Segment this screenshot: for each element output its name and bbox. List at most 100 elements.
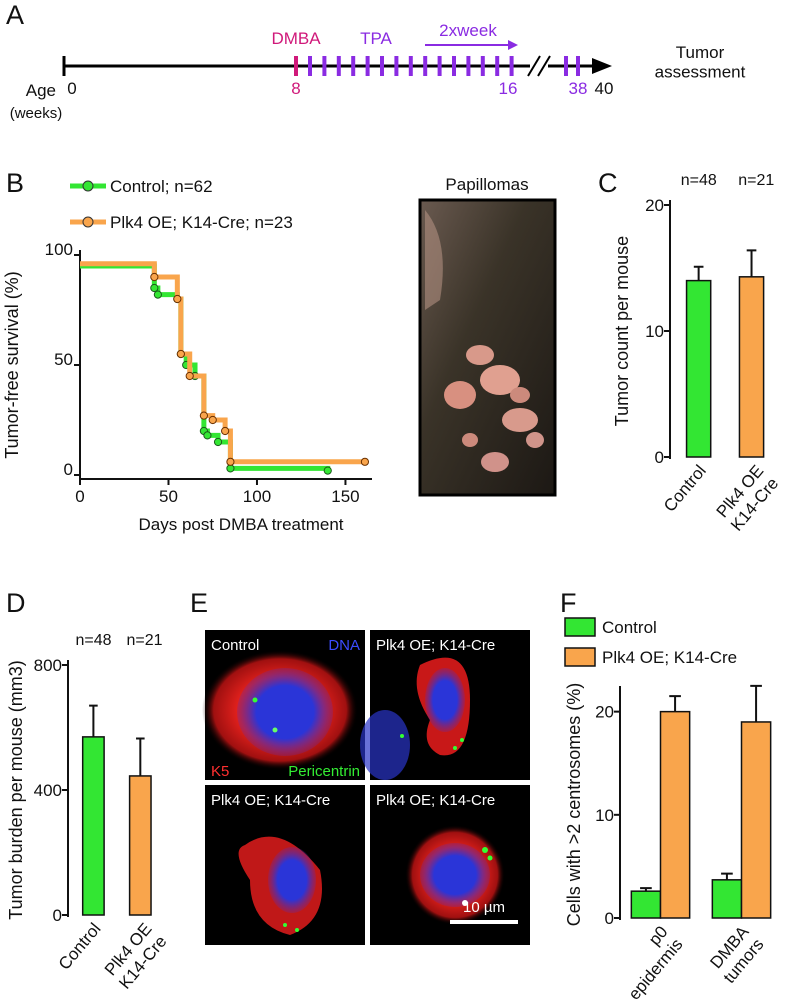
error-bar (721, 872, 733, 880)
x-tick-label: Plk4 OEK14-Cre (100, 919, 170, 992)
censor-marker (150, 272, 159, 282)
x-tick-label: 50 (159, 487, 178, 506)
phase-label: DMBA (271, 29, 321, 48)
censor-marker (199, 411, 208, 420)
annotation: n=21 (126, 632, 162, 649)
censor-marker (323, 466, 332, 475)
error-bar (640, 887, 652, 892)
bar (685, 279, 712, 458)
x-tick-label: Plk4 OEK14-Cre (712, 461, 782, 534)
panel-label: A (6, 0, 24, 30)
y-axis-label: Tumor burden per mouse (mm3) (6, 660, 26, 919)
photo-title: Papillomas (445, 175, 528, 194)
survival-line (80, 263, 331, 471)
timeline (62, 40, 612, 77)
x-tick-label: Control (55, 919, 105, 973)
censor-marker (185, 371, 194, 381)
y-axis-label: Tumor-free survival (%) (2, 271, 22, 458)
legend-marker (82, 180, 94, 192)
micrograph-label: Control (211, 637, 259, 654)
censor-marker (221, 426, 230, 436)
error-bar (669, 695, 681, 712)
y-tick-label: 0 (53, 906, 62, 925)
timeline-tick: 8 (291, 79, 300, 98)
x-tick-label: 100 (243, 487, 271, 506)
legend-label: Control (602, 618, 657, 637)
censor-marker (153, 290, 162, 299)
x-tick-label: 150 (331, 487, 359, 506)
bar (81, 736, 105, 916)
timeline-tick: 38 (569, 79, 588, 98)
timeline-tick: 16 (499, 79, 518, 98)
censor-marker (176, 349, 185, 359)
bar (738, 276, 765, 458)
y-tick-label: 0 (655, 448, 664, 467)
censor-marker (203, 431, 212, 440)
error-bar (693, 265, 704, 281)
micrograph-label: Plk4 OE; K14-Cre (376, 792, 495, 809)
error-bar (746, 249, 757, 277)
error-bar (89, 704, 98, 737)
y-tick-label: 20 (645, 196, 664, 215)
x-tick-label: 0 (75, 487, 84, 506)
stain-label: DNA (328, 637, 360, 654)
censor-marker (150, 283, 159, 293)
bar (740, 721, 772, 919)
y-tick-label: 400 (34, 781, 62, 800)
y-tick-label: 10 (645, 322, 664, 341)
panel-label: C (598, 168, 618, 198)
endpoint: Tumor assessment (655, 43, 746, 82)
error-bar (750, 684, 762, 722)
x-tick-label: p0epidermis (610, 922, 687, 1003)
axis (79, 250, 372, 480)
y-tick-label: 800 (34, 656, 62, 675)
papilloma-photo (418, 198, 557, 497)
timeline-tick: 40 (595, 79, 614, 98)
stain-label: K5 (211, 763, 229, 780)
censor-marker (213, 437, 223, 447)
y-tick-label: 100 (45, 240, 73, 259)
legend-marker (82, 216, 94, 228)
legend-label: Plk4 OE; K14-Cre; n=23 (110, 213, 293, 232)
x-axis-label: Days post DMBA treatment (138, 515, 343, 534)
axis-label: Age (26, 81, 56, 100)
annotation: n=48 (681, 172, 717, 189)
x-tick-label: Control (660, 461, 710, 515)
annotation: n=48 (75, 632, 111, 649)
y-axis-label: Cells with >2 centrosomes (%) (564, 683, 584, 927)
y-tick-label: 20 (595, 703, 614, 722)
panel-label: B (6, 168, 24, 198)
timeline-tick: 0 (67, 79, 76, 98)
micrograph-label: Plk4 OE; K14-Cre (376, 637, 495, 654)
censor-marker (208, 415, 217, 425)
micrograph-label: Plk4 OE; K14-Cre (211, 792, 330, 809)
y-tick-label: 50 (54, 350, 73, 369)
x-tick-label: DMBAtumors (705, 922, 768, 987)
y-tick-label: 10 (595, 806, 614, 825)
y-axis-label: Tumor count per mouse (612, 236, 632, 426)
censor-marker (173, 294, 182, 304)
bar (128, 775, 152, 916)
y-tick-label: 0 (64, 460, 73, 479)
phase-label: TPA (360, 29, 392, 48)
y-tick-label: 0 (605, 909, 614, 928)
panel-label: F (560, 588, 577, 618)
bar (630, 890, 662, 919)
panel-label: E (190, 588, 208, 618)
micrographs (202, 630, 530, 945)
legend-label: Plk4 OE; K14-Cre (602, 648, 737, 667)
axis-unit: (weeks) (10, 105, 63, 122)
bar (659, 710, 691, 919)
legend-swatch (564, 617, 596, 637)
error-bar (136, 737, 145, 776)
legend-label: Control; n=62 (110, 177, 213, 196)
panel-label: D (6, 588, 26, 618)
legend-swatch (564, 647, 596, 667)
censor-marker (360, 457, 370, 466)
censor-marker (226, 457, 235, 466)
phase-label: 2xweek (439, 21, 497, 40)
annotation: n=21 (738, 172, 774, 189)
bar (711, 879, 743, 919)
stain-label: Pericentrin (288, 763, 360, 780)
